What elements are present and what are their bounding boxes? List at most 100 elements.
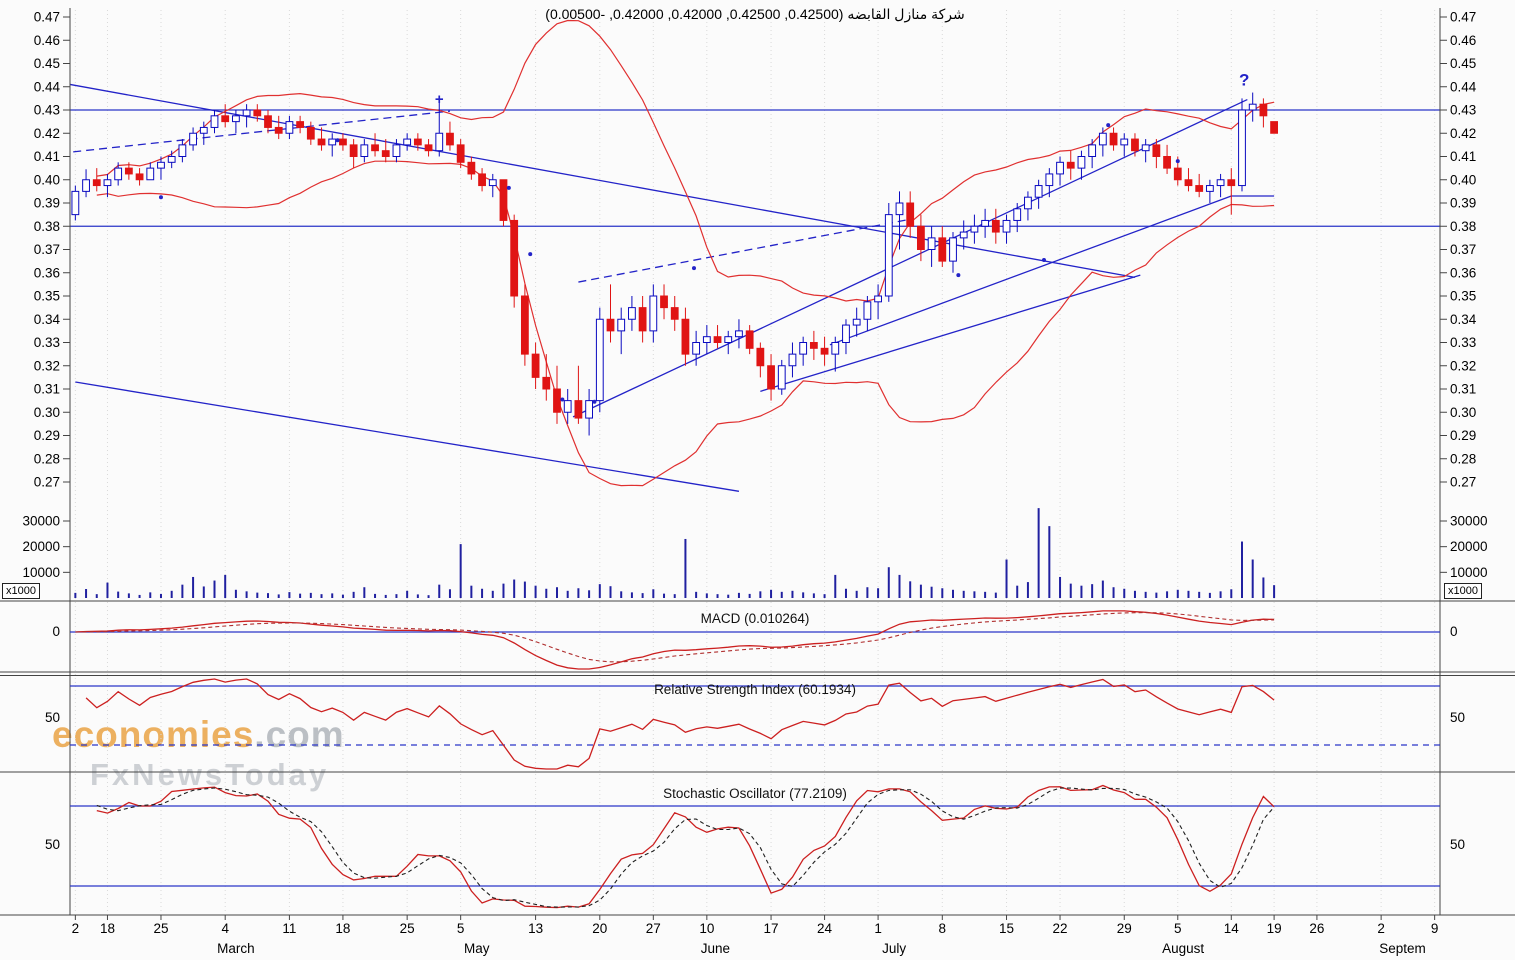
price-tick-left: 0.40 (34, 172, 60, 187)
price-tick-right: 0.37 (1450, 242, 1476, 257)
price-tick-right: 0.36 (1450, 265, 1476, 280)
price-tick-right: 0.44 (1450, 79, 1477, 94)
date-tick-label: 27 (646, 921, 661, 936)
price-tick-left: 0.42 (34, 126, 60, 141)
month-label: March (217, 941, 255, 956)
annotations: ?+ (435, 71, 1249, 109)
price-tick-right: 0.43 (1450, 103, 1476, 118)
watermark-economies: economies.com (52, 714, 345, 756)
stoch-panel-title: Stochastic Oscillator (77.2109) (663, 786, 847, 801)
price-tick-right: 0.41 (1450, 149, 1476, 164)
price-tick-right: 0.38 (1450, 219, 1476, 234)
price-tick-left: 0.45 (34, 56, 60, 71)
date-tick-label: 18 (100, 921, 115, 936)
rsi-mid-label-left: 50 (44, 710, 60, 725)
price-tick-left: 0.36 (34, 265, 60, 280)
watermark-economies-name: economies (52, 714, 255, 755)
price-tick-right: 0.27 (1450, 475, 1476, 490)
price-tick-right: 0.42 (1450, 126, 1476, 141)
price-tick-left: 0.47 (34, 10, 60, 25)
date-tick-label: 18 (335, 921, 350, 936)
volume-tick-left: 10000 (22, 565, 60, 580)
stoch-mid-label-left: 50 (44, 837, 60, 852)
watermark-fxnewstoday: FxNewsToday (90, 757, 330, 792)
price-tick-right: 0.40 (1450, 172, 1476, 187)
macd-zero-label-right: 0 (1450, 624, 1458, 639)
month-label: June (701, 941, 730, 956)
price-tick-right: 0.45 (1450, 56, 1476, 71)
date-tick-label: 13 (528, 921, 543, 936)
macd-zero-label-left: 0 (52, 624, 60, 639)
month-label: July (882, 941, 906, 956)
price-tick-right: 0.34 (1450, 312, 1477, 327)
price-tick-left: 0.35 (34, 289, 60, 304)
annotation-mark: ? (1239, 71, 1249, 90)
volume-tick-left: 20000 (22, 539, 60, 554)
macd-panel (70, 610, 1440, 670)
price-tick-right: 0.31 (1450, 382, 1476, 397)
date-tick-label: 25 (400, 921, 415, 936)
date-tick-label: 5 (457, 921, 465, 936)
date-tick-label: 22 (1053, 921, 1068, 936)
month-label: May (464, 941, 490, 956)
bollinger-bands (96, 19, 1275, 487)
price-tick-left: 0.37 (34, 242, 60, 257)
price-axis: 0.47 0.47 0.46 0.46 0.45 0.45 0.44 0.44 0.43 0.43… (34, 10, 1477, 490)
price-tick-left: 0.41 (34, 149, 60, 164)
date-tick-label: 5 (1174, 921, 1182, 936)
date-tick-label: 10 (699, 921, 714, 936)
candles (71, 92, 1279, 436)
panel-frames (0, 8, 1515, 916)
date-tick-label: 17 (764, 921, 779, 936)
date-tick-label: 25 (153, 921, 168, 936)
price-tick-left: 0.27 (34, 475, 60, 490)
gridlines (74, 10, 1436, 913)
price-tick-right: 0.35 (1450, 289, 1476, 304)
price-tick-right: 0.33 (1450, 335, 1476, 350)
month-label: August (1162, 941, 1204, 956)
date-tick-label: 15 (999, 921, 1014, 936)
price-tick-left: 0.46 (34, 33, 60, 48)
price-tick-right: 0.30 (1450, 405, 1476, 420)
price-tick-left: 0.34 (34, 312, 61, 327)
price-tick-left: 0.33 (34, 335, 60, 350)
price-tick-right: 0.39 (1450, 196, 1476, 211)
month-label: Septem (1379, 941, 1426, 956)
price-tick-right: 0.46 (1450, 33, 1476, 48)
stoch-panel (70, 784, 1440, 909)
price-tick-left: 0.30 (34, 405, 60, 420)
rsi-panel-title: Relative Strength Index (60.1934) (654, 682, 856, 697)
volume-tick-left: 30000 (22, 514, 60, 529)
time-axis: 2 18 25 4 11 18 25 5 13 20 27 10 17 24 1 8 15 22 29 5 14 19 26… (72, 915, 1438, 956)
price-level-lines (70, 109, 1440, 227)
price-tick-left: 0.29 (34, 428, 60, 443)
sar-dots (158, 123, 1180, 404)
volume-tick-right: 20000 (1450, 539, 1488, 554)
price-tick-right: 0.28 (1450, 451, 1476, 466)
price-tick-right: 0.32 (1450, 358, 1476, 373)
stoch-mid-label-right: 50 (1450, 837, 1466, 852)
volume-axis: 30000 30000 20000 20000 10000 10000 (22, 514, 1487, 580)
watermark-domain-suffix: .com (254, 714, 345, 755)
volume-unit-box-right: x1000 (1444, 583, 1482, 599)
date-tick-label: 24 (817, 921, 833, 936)
price-tick-left: 0.43 (34, 103, 60, 118)
price-tick-left: 0.44 (34, 79, 61, 94)
price-tick-left: 0.32 (34, 358, 60, 373)
price-tick-right: 0.29 (1450, 428, 1476, 443)
price-tick-right: 0.47 (1450, 10, 1476, 25)
volume-tick-right: 30000 (1450, 514, 1488, 529)
date-tick-label: 1 (874, 921, 882, 936)
date-tick-label: 2 (72, 921, 80, 936)
price-tick-left: 0.38 (34, 219, 60, 234)
price-tick-left: 0.28 (34, 451, 60, 466)
volume-tick-right: 10000 (1450, 565, 1488, 580)
annotation-mark: + (435, 91, 444, 108)
macd-panel-title: MACD (0.010264) (700, 611, 810, 626)
price-tick-left: 0.39 (34, 196, 60, 211)
rsi-mid-label-right: 50 (1450, 710, 1466, 725)
date-tick-label: 19 (1267, 921, 1282, 936)
date-tick-label: 4 (221, 921, 229, 936)
